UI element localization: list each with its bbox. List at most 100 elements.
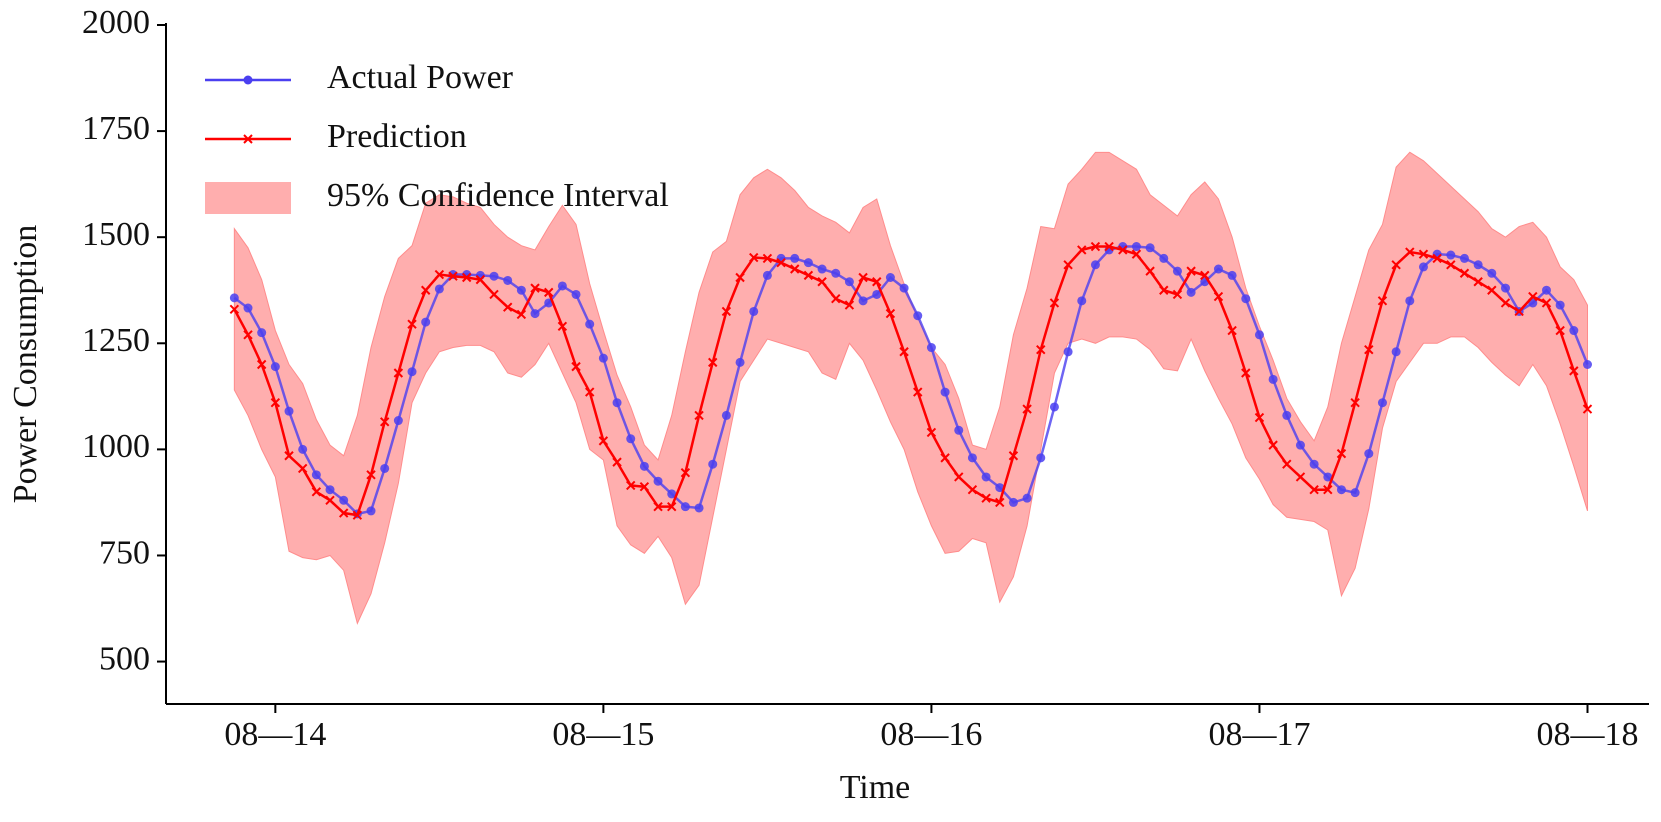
marker: [940, 387, 950, 397]
x-tick-label: 08—15: [552, 716, 654, 753]
marker: [981, 472, 991, 482]
marker: [366, 470, 376, 480]
marker: [831, 294, 841, 304]
marker: [598, 353, 608, 363]
marker: [708, 357, 718, 368]
marker: [1500, 298, 1511, 308]
marker: [1391, 347, 1401, 357]
series-line: [233, 245, 1589, 516]
marker: [243, 330, 253, 340]
marker: [1528, 291, 1538, 302]
marker: [1063, 260, 1073, 270]
marker: [817, 277, 827, 287]
marker: [1063, 347, 1073, 357]
marker: [721, 410, 731, 420]
marker: [585, 319, 595, 329]
marker: [1459, 268, 1470, 278]
marker: [1582, 404, 1593, 414]
marker: [1582, 360, 1592, 369]
marker: [913, 387, 923, 397]
marker: [831, 268, 841, 278]
marker: [612, 457, 622, 467]
marker: [749, 252, 759, 263]
marker: [297, 463, 308, 474]
marker: [461, 272, 472, 283]
marker: [1487, 285, 1497, 295]
marker: [1418, 249, 1429, 259]
marker: [1282, 459, 1292, 469]
marker: [516, 309, 527, 320]
marker: [502, 302, 513, 312]
marker: [667, 489, 677, 499]
marker: [694, 410, 704, 421]
marker: [680, 468, 691, 478]
y-tick-label: 1750: [82, 110, 150, 147]
marker: [1295, 440, 1305, 450]
marker: [311, 470, 321, 480]
marker: [1008, 497, 1018, 507]
marker: [735, 272, 745, 283]
marker: [1405, 247, 1415, 257]
marker: [407, 367, 417, 377]
marker: [475, 274, 486, 285]
marker: [817, 264, 827, 274]
marker: [1186, 287, 1196, 297]
marker: [885, 273, 895, 283]
marker: [1405, 296, 1415, 306]
marker: [1555, 325, 1565, 336]
marker: [1104, 241, 1114, 252]
marker: [311, 487, 322, 497]
marker: [339, 495, 349, 505]
legend-marker: [243, 134, 253, 144]
marker: [1227, 270, 1237, 280]
marker: [585, 387, 595, 397]
marker: [803, 270, 814, 281]
marker: [653, 476, 663, 486]
marker: [858, 272, 868, 283]
marker: [1022, 404, 1032, 414]
marker: [913, 311, 923, 321]
marker: [1145, 243, 1155, 253]
marker: [1336, 485, 1346, 495]
marker: [503, 275, 513, 285]
marker: [1213, 291, 1224, 302]
marker: [1008, 451, 1019, 461]
x-tick-label: 08—18: [1536, 716, 1638, 753]
y-tick-label: 1000: [82, 428, 150, 465]
marker: [1541, 285, 1551, 295]
marker: [1090, 241, 1101, 252]
marker: [680, 502, 690, 512]
marker: [1446, 260, 1456, 270]
marker: [749, 306, 759, 316]
marker: [667, 501, 677, 512]
marker: [1555, 300, 1565, 310]
marker: [735, 357, 745, 367]
marker: [1049, 298, 1060, 308]
marker: [1473, 277, 1483, 287]
marker: [1309, 484, 1319, 495]
marker: [1432, 253, 1442, 264]
marker: [420, 285, 431, 295]
marker: [981, 493, 991, 503]
marker: [298, 444, 308, 454]
y-tick-label: 500: [99, 640, 150, 677]
marker: [844, 300, 855, 310]
marker: [1159, 285, 1169, 295]
marker: [940, 453, 950, 463]
marker: [270, 397, 281, 408]
marker: [489, 271, 499, 281]
marker: [872, 277, 882, 287]
marker: [1131, 249, 1142, 259]
marker: [899, 283, 909, 293]
marker: [1036, 453, 1046, 463]
marker: [626, 480, 636, 491]
marker: [1377, 398, 1387, 408]
marker: [229, 293, 239, 303]
marker: [256, 359, 267, 370]
marker: [1514, 306, 1524, 317]
marker: [1282, 410, 1292, 420]
marker: [995, 483, 1005, 493]
marker: [1186, 266, 1196, 276]
legend-marker: [243, 75, 253, 85]
